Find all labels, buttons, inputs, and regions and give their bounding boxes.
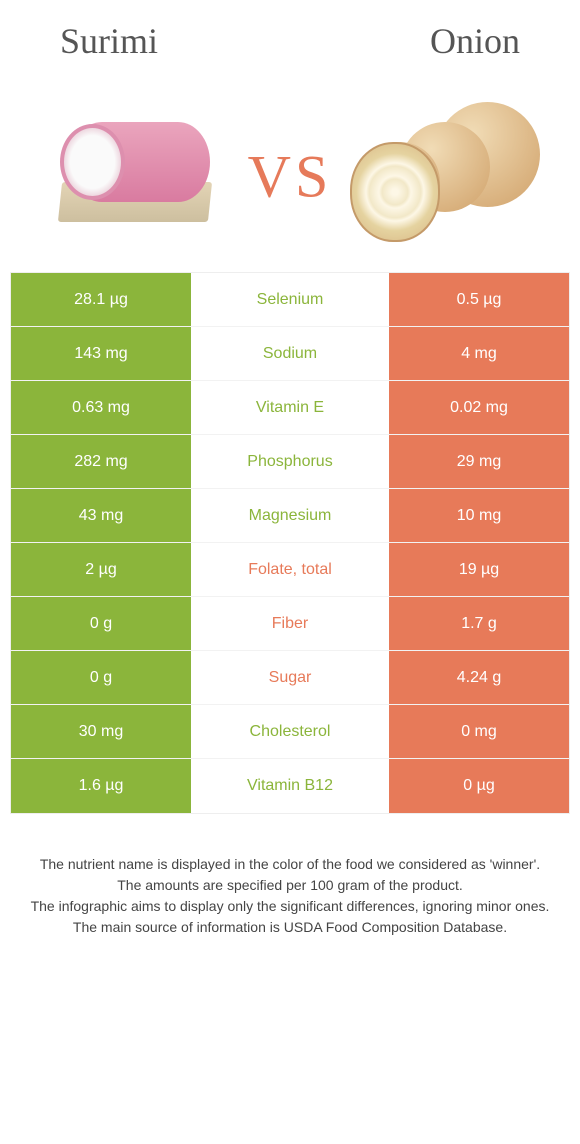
left-food-image xyxy=(30,92,240,242)
nutrient-name-cell: Sodium xyxy=(191,327,389,380)
infographic-container: Surimi Onion VS 28.1 µgSelenium0.5 µg143… xyxy=(0,0,580,958)
table-row: 1.6 µgVitamin B120 µg xyxy=(11,759,569,813)
left-value-cell: 143 mg xyxy=(11,327,191,380)
right-value-cell: 0 µg xyxy=(389,759,569,813)
nutrient-name-cell: Magnesium xyxy=(191,489,389,542)
right-value-cell: 10 mg xyxy=(389,489,569,542)
table-row: 143 mgSodium4 mg xyxy=(11,327,569,381)
footer-line: The nutrient name is displayed in the co… xyxy=(30,854,550,875)
right-value-cell: 0.5 µg xyxy=(389,273,569,326)
right-value-cell: 19 µg xyxy=(389,543,569,596)
footer-line: The main source of information is USDA F… xyxy=(30,917,550,938)
nutrient-name-cell: Vitamin E xyxy=(191,381,389,434)
images-row: VS xyxy=(0,82,580,272)
right-value-cell: 1.7 g xyxy=(389,597,569,650)
right-value-cell: 4 mg xyxy=(389,327,569,380)
left-value-cell: 282 mg xyxy=(11,435,191,488)
left-food-title: Surimi xyxy=(60,20,158,62)
left-value-cell: 28.1 µg xyxy=(11,273,191,326)
table-row: 0 gFiber1.7 g xyxy=(11,597,569,651)
nutrient-name-cell: Selenium xyxy=(191,273,389,326)
left-value-cell: 0 g xyxy=(11,597,191,650)
nutrient-name-cell: Folate, total xyxy=(191,543,389,596)
footer-line: The infographic aims to display only the… xyxy=(30,896,550,917)
left-value-cell: 30 mg xyxy=(11,705,191,758)
nutrient-name-cell: Vitamin B12 xyxy=(191,759,389,813)
left-value-cell: 0 g xyxy=(11,651,191,704)
right-value-cell: 0 mg xyxy=(389,705,569,758)
right-food-title: Onion xyxy=(430,20,520,62)
table-row: 0.63 mgVitamin E0.02 mg xyxy=(11,381,569,435)
nutrient-table: 28.1 µgSelenium0.5 µg143 mgSodium4 mg0.6… xyxy=(10,272,570,814)
left-value-cell: 43 mg xyxy=(11,489,191,542)
vs-label: VS xyxy=(248,143,333,212)
table-row: 2 µgFolate, total19 µg xyxy=(11,543,569,597)
nutrient-name-cell: Phosphorus xyxy=(191,435,389,488)
left-value-cell: 0.63 mg xyxy=(11,381,191,434)
header-row: Surimi Onion xyxy=(0,0,580,82)
footer-notes: The nutrient name is displayed in the co… xyxy=(0,814,580,958)
right-value-cell: 4.24 g xyxy=(389,651,569,704)
left-value-cell: 1.6 µg xyxy=(11,759,191,813)
table-row: 28.1 µgSelenium0.5 µg xyxy=(11,273,569,327)
right-food-image xyxy=(340,92,550,242)
footer-line: The amounts are specified per 100 gram o… xyxy=(30,875,550,896)
nutrient-name-cell: Sugar xyxy=(191,651,389,704)
right-value-cell: 29 mg xyxy=(389,435,569,488)
nutrient-name-cell: Cholesterol xyxy=(191,705,389,758)
nutrient-name-cell: Fiber xyxy=(191,597,389,650)
table-row: 0 gSugar4.24 g xyxy=(11,651,569,705)
table-row: 282 mgPhosphorus29 mg xyxy=(11,435,569,489)
right-value-cell: 0.02 mg xyxy=(389,381,569,434)
table-row: 43 mgMagnesium10 mg xyxy=(11,489,569,543)
left-value-cell: 2 µg xyxy=(11,543,191,596)
table-row: 30 mgCholesterol0 mg xyxy=(11,705,569,759)
